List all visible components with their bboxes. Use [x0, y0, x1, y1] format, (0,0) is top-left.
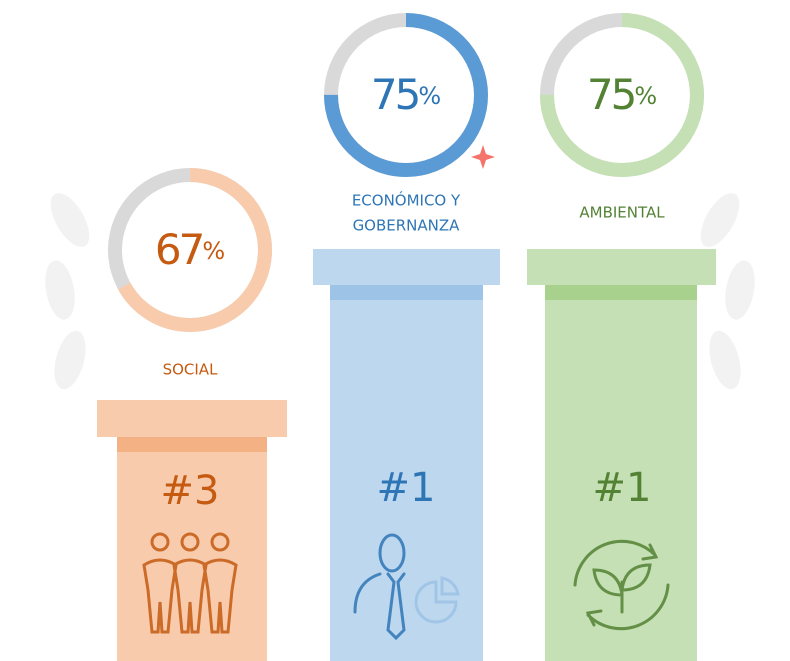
- rank: #1: [377, 465, 436, 511]
- donut-arc: [540, 13, 704, 177]
- icon-body: [202, 558, 238, 634]
- pillar-strip: [330, 285, 483, 300]
- icon: [142, 532, 238, 634]
- pillar: 67% SOCIAL #3: [97, 168, 287, 661]
- rank: #1: [593, 465, 652, 511]
- sparkle: [471, 145, 495, 169]
- percent-unit: %: [634, 82, 657, 110]
- icon-plant: [592, 563, 652, 614]
- icon-head: [150, 532, 170, 552]
- donut-arc: [324, 13, 488, 177]
- icon-body: [353, 572, 406, 641]
- icon-pie: [414, 576, 460, 624]
- percent-value: 67: [155, 225, 203, 274]
- percent-value: 75: [587, 70, 635, 119]
- pillar-label: AMBIENTAL: [579, 204, 665, 222]
- icon-head: [210, 532, 230, 552]
- pillar-cap: [313, 249, 500, 285]
- pillar-label: SOCIAL: [163, 361, 218, 379]
- pillar-cap: [527, 249, 716, 285]
- percent-label: 75%: [371, 70, 441, 119]
- icon: [353, 533, 460, 641]
- pillar-label: ECONÓMICO Y: [352, 191, 461, 210]
- percent-unit: %: [202, 237, 225, 265]
- pillar: 75% ECONÓMICO Y GOBERNANZA #1: [313, 13, 500, 661]
- pillar-strip: [545, 285, 697, 300]
- percent-label: 67%: [155, 225, 225, 274]
- pillar: 75% AMBIENTAL #1: [527, 13, 716, 661]
- percent-label: 75%: [587, 70, 657, 119]
- icon: [573, 539, 670, 631]
- icon-head: [180, 532, 200, 552]
- pillar-cap: [97, 400, 287, 437]
- background-laurels: [45, 193, 755, 390]
- donut-arc: [108, 168, 272, 332]
- pillar-label: GOBERNANZA: [353, 217, 461, 235]
- pillar-strip: [117, 437, 267, 452]
- percent-unit: %: [418, 82, 441, 110]
- icon-cycle: [573, 539, 670, 631]
- percent-value: 75: [371, 70, 419, 119]
- rank: #3: [161, 468, 220, 514]
- icon-head: [378, 533, 406, 573]
